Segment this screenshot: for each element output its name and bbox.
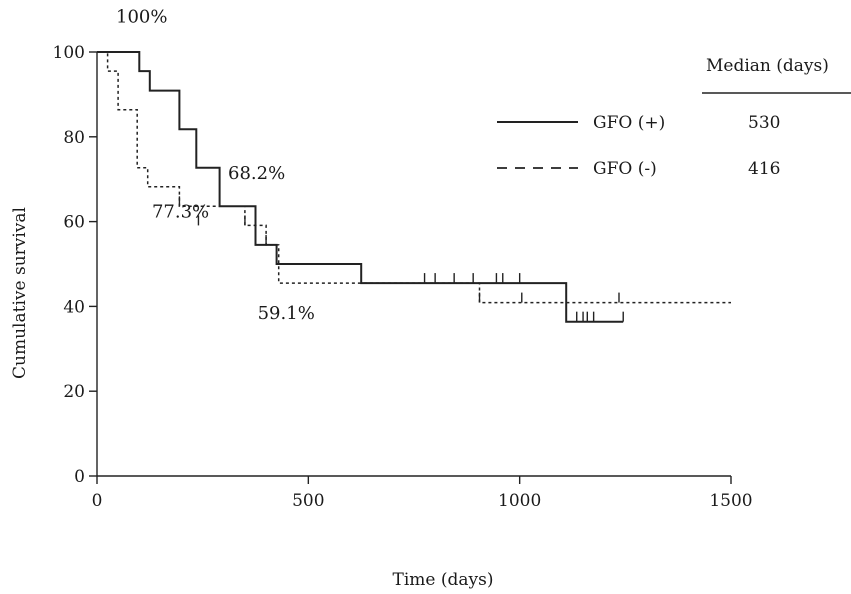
x-tick-label: 1500: [709, 491, 752, 511]
legend-header: Median (days): [706, 56, 829, 76]
y-tick-label: 80: [63, 128, 85, 148]
y-tick-label: 100: [53, 43, 85, 63]
legend-label-gfo-minus: GFO (-): [593, 159, 657, 179]
x-tick-label: 500: [292, 491, 324, 511]
legend-median-gfo-minus: 416: [748, 159, 780, 179]
y-axis-title: Cumulative survival: [10, 207, 30, 379]
series-line-gfo-plus: [97, 51, 624, 323]
x-axis-title: Time (days): [393, 570, 494, 590]
y-tick-label: 40: [63, 297, 85, 317]
legend-label-gfo-plus: GFO (+): [593, 113, 665, 133]
annotation-label: 100%: [116, 6, 167, 27]
annotations: 100% 68.2% 77.3% 59.1%: [116, 6, 315, 324]
legend-median-gfo-plus: 530: [748, 113, 780, 133]
series-layer: [97, 51, 731, 323]
annotation-label: 77.3%: [152, 201, 209, 222]
y-tick-label: 0: [74, 467, 85, 487]
annotation-label: 68.2%: [228, 163, 285, 184]
y-tick-label: 20: [63, 382, 85, 402]
y-tick-label: 60: [63, 213, 85, 233]
x-tick-label: 0: [92, 491, 103, 511]
annotation-label: 59.1%: [258, 303, 315, 324]
x-tick-label: 1000: [498, 491, 541, 511]
legend: Median (days) GFO (+) 530 GFO (-) 416: [497, 56, 851, 179]
